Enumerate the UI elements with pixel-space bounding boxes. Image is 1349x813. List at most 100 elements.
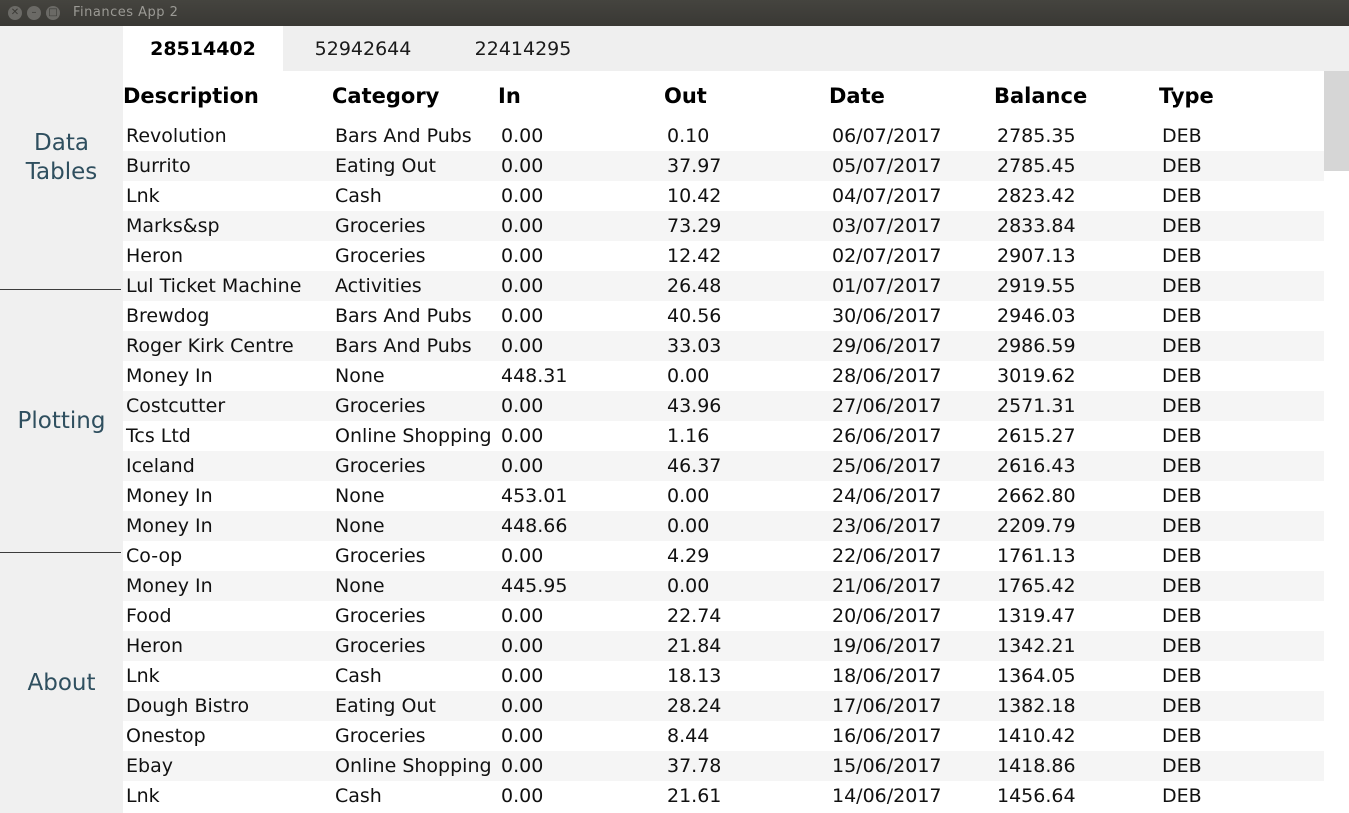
table-row[interactable]: Ebay Online Shopping 0.00 37.78 15/06/2017 14… <box>123 751 1324 781</box>
cell-category: Groceries <box>335 605 426 627</box>
column-header-in[interactable]: In <box>498 84 521 108</box>
cell-balance: 1364.05 <box>997 665 1076 687</box>
table-row[interactable]: Lnk Cash 0.00 21.61 14/06/2017 1456.64 DEB <box>123 781 1324 811</box>
cell-out: 0.00 <box>667 365 710 387</box>
cell-balance: 2615.27 <box>997 425 1076 447</box>
column-header-category[interactable]: Category <box>332 84 440 108</box>
sidebar-item-data-tables[interactable]: Data Tables <box>25 129 98 185</box>
column-header-description[interactable]: Description <box>123 84 259 108</box>
table-row[interactable]: Burrito Eating Out 0.00 37.97 05/07/2017 2785… <box>123 151 1324 181</box>
cell-out: 21.61 <box>667 785 722 807</box>
cell-in: 0.00 <box>501 545 544 567</box>
table-row[interactable]: Costcutter Groceries 0.00 43.96 27/06/2017 25… <box>123 391 1324 421</box>
table-row[interactable]: Money In None 448.31 0.00 28/06/2017 3019.62 D… <box>123 361 1324 391</box>
cell-balance: 1765.42 <box>997 575 1076 597</box>
table-row[interactable]: Marks&sp Groceries 0.00 73.29 03/07/2017 2833… <box>123 211 1324 241</box>
cell-date: 20/06/2017 <box>832 605 942 627</box>
table-row[interactable]: Money In None 453.01 0.00 24/06/2017 2662.80 D… <box>123 481 1324 511</box>
cell-description: Money In <box>126 575 213 597</box>
window-minimize-button[interactable]: – <box>27 6 41 20</box>
cell-category: Groceries <box>335 215 426 237</box>
cell-date: 19/06/2017 <box>832 635 942 657</box>
table-row[interactable]: Lnk Cash 0.00 10.42 04/07/2017 2823.42 DEB <box>123 181 1324 211</box>
column-header-out[interactable]: Out <box>664 84 707 108</box>
cell-out: 21.84 <box>667 635 722 657</box>
column-header-type[interactable]: Type <box>1159 84 1214 108</box>
cell-balance: 1761.13 <box>997 545 1076 567</box>
cell-out: 4.29 <box>667 545 710 567</box>
cell-balance: 2823.42 <box>997 185 1076 207</box>
cell-in: 448.66 <box>501 515 568 537</box>
cell-out: 37.97 <box>667 155 722 177</box>
window-close-button[interactable]: ✕ <box>8 6 22 20</box>
sidebar-item-about[interactable]: About <box>27 669 96 696</box>
cell-description: Revolution <box>126 125 227 147</box>
cell-description: Heron <box>126 245 184 267</box>
cell-in: 0.00 <box>501 395 544 417</box>
table-body: Revolution Bars And Pubs 0.00 0.10 06/07/201… <box>123 121 1324 811</box>
table-row[interactable]: Money In None 448.66 0.00 23/06/2017 2209.79 D… <box>123 511 1324 541</box>
cell-date: 05/07/2017 <box>832 155 942 177</box>
table-row[interactable]: Brewdog Bars And Pubs 0.00 40.56 30/06/2017 2… <box>123 301 1324 331</box>
table-row[interactable]: Co-op Groceries 0.00 4.29 22/06/2017 1761.13 D… <box>123 541 1324 571</box>
cell-description: Marks&sp <box>126 215 220 237</box>
tab-account-2[interactable]: 52942644 <box>314 38 412 60</box>
cell-date: 24/06/2017 <box>832 485 942 507</box>
cell-out: 22.74 <box>667 605 722 627</box>
cell-category: Cash <box>335 185 382 207</box>
cell-out: 18.13 <box>667 665 722 687</box>
cell-in: 0.00 <box>501 305 544 327</box>
window-maximize-button[interactable]: □ <box>46 6 60 20</box>
cell-date: 30/06/2017 <box>832 305 942 327</box>
table-row[interactable]: Lul Ticket Machine Activities 0.00 26.48 01/… <box>123 271 1324 301</box>
cell-type: DEB <box>1162 185 1202 207</box>
cell-category: Groceries <box>335 635 426 657</box>
cell-out: 0.00 <box>667 515 710 537</box>
cell-date: 06/07/2017 <box>832 125 942 147</box>
table-row[interactable]: Tcs Ltd Online Shopping 0.00 1.16 26/06/2017… <box>123 421 1324 451</box>
cell-in: 0.00 <box>501 695 544 717</box>
table-row[interactable]: Lnk Cash 0.00 18.13 18/06/2017 1364.05 DEB <box>123 661 1324 691</box>
scrollbar-thumb[interactable] <box>1324 71 1349 171</box>
table-row[interactable]: Onestop Groceries 0.00 8.44 16/06/2017 1410.4… <box>123 721 1324 751</box>
table-row[interactable]: Heron Groceries 0.00 21.84 19/06/2017 1342.21… <box>123 631 1324 661</box>
cell-out: 73.29 <box>667 215 722 237</box>
cell-date: 25/06/2017 <box>832 455 942 477</box>
cell-balance: 1342.21 <box>997 635 1076 657</box>
table-row[interactable]: Heron Groceries 0.00 12.42 02/07/2017 2907.13… <box>123 241 1324 271</box>
table-row[interactable]: Food Groceries 0.00 22.74 20/06/2017 1319.47 D… <box>123 601 1324 631</box>
table-row[interactable]: Roger Kirk Centre Bars And Pubs 0.00 33.03 2… <box>123 331 1324 361</box>
sidebar: Data Tables Plotting About <box>0 26 123 813</box>
cell-category: Groceries <box>335 395 426 417</box>
sidebar-item-plotting[interactable]: Plotting <box>17 407 106 434</box>
cell-type: DEB <box>1162 455 1202 477</box>
tab-account-1[interactable]: 28514402 <box>123 26 283 71</box>
cell-date: 17/06/2017 <box>832 695 942 717</box>
cell-category: Eating Out <box>335 695 436 717</box>
cell-in: 0.00 <box>501 605 544 627</box>
cell-out: 10.42 <box>667 185 722 207</box>
cell-in: 0.00 <box>501 125 544 147</box>
cell-date: 04/07/2017 <box>832 185 942 207</box>
cell-balance: 3019.62 <box>997 365 1076 387</box>
table-scrollbar[interactable] <box>1324 71 1349 813</box>
cell-type: DEB <box>1162 785 1202 807</box>
table-row[interactable]: Money In None 445.95 0.00 21/06/2017 1765.42 D… <box>123 571 1324 601</box>
cell-balance: 2986.59 <box>997 335 1076 357</box>
column-header-balance[interactable]: Balance <box>994 84 1088 108</box>
cell-out: 0.10 <box>667 125 710 147</box>
cell-balance: 1319.47 <box>997 605 1076 627</box>
cell-category: Online Shopping <box>335 755 492 777</box>
table-row[interactable]: Iceland Groceries 0.00 46.37 25/06/2017 2616.… <box>123 451 1324 481</box>
cell-balance: 1410.42 <box>997 725 1076 747</box>
cell-type: DEB <box>1162 215 1202 237</box>
cell-category: Bars And Pubs <box>335 125 472 147</box>
tab-account-3[interactable]: 22414295 <box>474 38 572 60</box>
table-row[interactable]: Dough Bistro Eating Out 0.00 28.24 17/06/201… <box>123 691 1324 721</box>
cell-type: DEB <box>1162 695 1202 717</box>
cell-category: None <box>335 365 385 387</box>
cell-description: Money In <box>126 365 213 387</box>
cell-category: Cash <box>335 665 382 687</box>
column-header-date[interactable]: Date <box>829 84 885 108</box>
table-row[interactable]: Revolution Bars And Pubs 0.00 0.10 06/07/201… <box>123 121 1324 151</box>
